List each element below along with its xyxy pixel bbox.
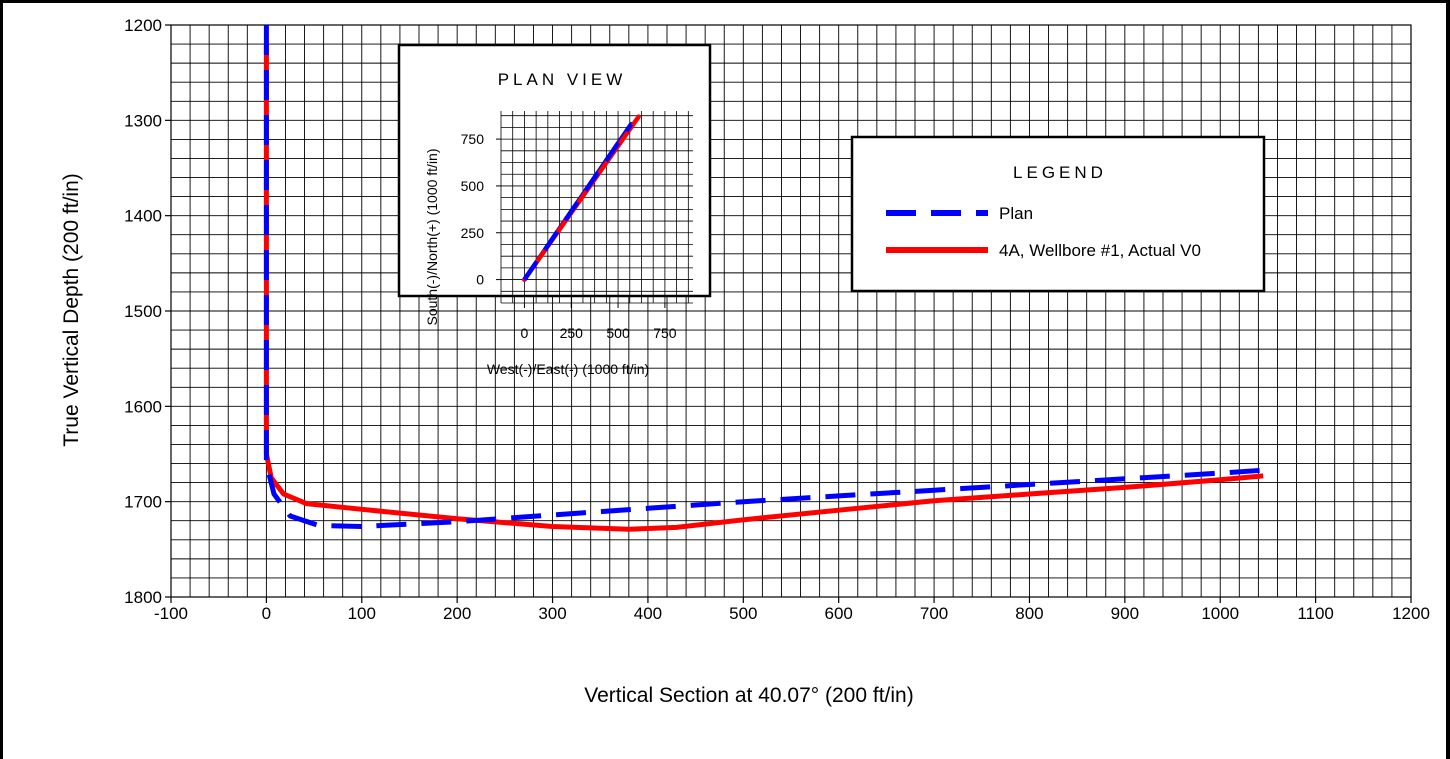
- inset-x-tick-label: 750: [653, 325, 677, 341]
- inset-y-tick-label: 500: [461, 178, 485, 194]
- plan-view-box: [397, 43, 712, 298]
- x-tick-label: 1000: [1201, 604, 1239, 623]
- x-tick-label: 800: [1015, 604, 1043, 623]
- inset-y-tick-label: 750: [461, 131, 485, 147]
- plan-view-inset: PLAN VIEW 0 250 500 750 0 250 500 750 West(-)/E…: [397, 43, 712, 377]
- inset-y-tick-label: 0: [476, 272, 484, 288]
- y-tick-label: 1500: [124, 302, 162, 321]
- legend-title: LEGEND: [1013, 163, 1107, 182]
- x-tick-label: 300: [538, 604, 566, 623]
- plan-series-line: [263, 25, 1264, 529]
- legend-box: LEGEND Plan 4A, Wellbore #1, Actual V0: [850, 135, 1266, 293]
- plan-view-series: [522, 114, 641, 282]
- y-tick-label: 1300: [124, 111, 162, 130]
- y-tick-label: 1700: [124, 493, 162, 512]
- plan-view-x-label: West(-)/East(-) (1000 ft/in): [487, 361, 649, 377]
- x-axis-label: Vertical Section at 40.07° (200 ft/in): [584, 684, 913, 707]
- x-tick-label: 400: [634, 604, 662, 623]
- x-tick-label: 700: [920, 604, 948, 623]
- x-tick-label: 0: [262, 604, 271, 623]
- plan-view-ticks: 0 250 500 750 0 250 500 750: [461, 131, 677, 341]
- main-series: [263, 25, 1264, 532]
- legend-actual-label: 4A, Wellbore #1, Actual V0: [999, 241, 1201, 260]
- plan-view-title: PLAN VIEW: [498, 70, 627, 89]
- y-tick-label: 1800: [124, 588, 162, 607]
- inset-x-tick-label: 250: [560, 325, 584, 341]
- x-tick-label: 200: [443, 604, 471, 623]
- legend-plan-label: Plan: [999, 204, 1033, 223]
- x-tick-label: 1100: [1297, 604, 1334, 623]
- inset-x-tick-label: 0: [521, 325, 529, 341]
- y-tick-label: 1600: [124, 397, 162, 416]
- inset-plan-dash-overlay: [522, 122, 634, 281]
- plan-view-y-label: South(-)/North(+) (1000 ft/in): [424, 148, 440, 325]
- inset-y-tick-label: 250: [461, 225, 485, 241]
- x-tick-label: 1200: [1392, 604, 1430, 623]
- inset-x-tick-label: 500: [606, 325, 630, 341]
- x-tick-label: 500: [729, 604, 757, 623]
- y-tick-label: 1200: [124, 16, 162, 35]
- y-tick-label: 1400: [124, 207, 162, 226]
- x-tick-label: 600: [825, 604, 853, 623]
- y-axis-label: True Vertical Depth (200 ft/in): [60, 173, 83, 447]
- x-tick-label: 100: [348, 604, 376, 623]
- legend-frame: [850, 135, 1266, 293]
- x-tick-label: 900: [1111, 604, 1139, 623]
- main-ticks: -100 0 100 200 300 400 500 600 700 800 900 1000 1100…: [124, 16, 1430, 623]
- x-tick-label: -100: [154, 604, 188, 623]
